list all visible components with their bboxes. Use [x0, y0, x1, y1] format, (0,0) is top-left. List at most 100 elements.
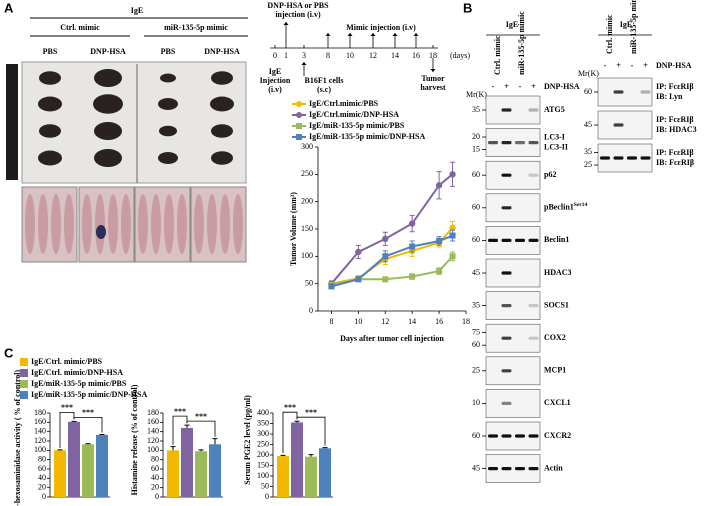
y-tick-label: 60 — [151, 464, 159, 473]
y-tick-label: 180 — [147, 408, 159, 417]
band — [501, 336, 512, 340]
timeline-label: (i.v) — [268, 85, 282, 94]
band — [501, 141, 512, 145]
band — [501, 108, 512, 112]
tumor — [159, 125, 177, 137]
point — [436, 268, 443, 275]
condition-label: PBS — [43, 47, 58, 56]
legend-marker — [296, 101, 302, 107]
y-tick-label: 140 — [34, 426, 46, 435]
day-label: 0 — [273, 51, 277, 60]
mw-marker: 10 — [472, 398, 480, 407]
tumor — [210, 96, 234, 112]
x-tick-label: 16 — [435, 317, 443, 326]
significance-label: *** — [174, 407, 186, 416]
mr-label: Mr(K) — [466, 90, 487, 99]
band — [528, 467, 539, 471]
significance-label: *** — [305, 408, 317, 417]
error-bar — [212, 438, 218, 445]
mw-marker: 35 — [584, 147, 592, 156]
legend-swatch — [20, 369, 28, 377]
bar — [277, 456, 289, 497]
condition-label: DNP-HSA — [204, 47, 240, 56]
blot-frame — [597, 77, 653, 107]
band — [528, 304, 539, 308]
x-tick-label: 18 — [462, 317, 470, 326]
significance-bracket — [73, 417, 103, 433]
sign-label: + — [616, 61, 621, 70]
mouse — [38, 194, 48, 254]
timeline-label: Tumor — [421, 74, 445, 83]
row-label: Actin — [544, 463, 563, 472]
significance-bracket — [59, 412, 75, 448]
mouse — [95, 194, 105, 254]
y-tick-label: 200 — [301, 196, 313, 205]
y-tick-label: 50 — [261, 481, 269, 490]
error-bar — [308, 454, 314, 457]
tumor — [94, 122, 122, 140]
error-bar — [198, 449, 204, 452]
tumor — [158, 98, 178, 110]
blot-frame — [485, 291, 541, 320]
tumor — [93, 94, 123, 114]
point — [382, 235, 389, 243]
blot-frame — [485, 356, 541, 386]
blot-frame — [485, 258, 541, 288]
y-tick-label: 80 — [151, 454, 159, 463]
x-axis-label: Days after tumor cell injection — [340, 334, 444, 343]
band — [613, 156, 624, 160]
row-label: COX2 — [544, 333, 566, 342]
timeline-label: B16F1 cells — [305, 76, 344, 85]
tumor — [94, 69, 122, 87]
y-tick-label: 80 — [38, 454, 46, 463]
y-tick-label: 140 — [147, 426, 159, 435]
lane-label: Ctrl. mimic — [493, 35, 502, 75]
day-label: 12 — [369, 51, 377, 60]
y-tick-label: 60 — [38, 464, 46, 473]
lane-label: miR-135-5p mimic — [629, 0, 638, 54]
mouse — [177, 194, 187, 254]
timeline-label: (s.c) — [317, 85, 331, 94]
y-tick-label: 160 — [34, 417, 46, 426]
legend-label: IgE/miR-135-5p mimic/PBS — [309, 121, 405, 130]
row-label: Beclin1 — [544, 235, 569, 244]
arrow-head — [325, 33, 331, 36]
significance-bracket — [186, 420, 216, 437]
x-tick-label: 12 — [381, 317, 389, 326]
treatment-label: IgE — [131, 6, 143, 15]
significance-label: *** — [61, 403, 73, 412]
significance-bracket — [296, 416, 326, 446]
row-label: ATG5 — [544, 105, 565, 114]
mw-marker: 60 — [472, 431, 480, 440]
timeline-label: injection (i.v) — [275, 10, 321, 19]
mw-marker: 45 — [584, 120, 592, 129]
panel-label: C — [4, 345, 14, 360]
sign-label: + — [643, 61, 648, 70]
bar — [209, 444, 221, 497]
treatment-label: IgE — [620, 20, 632, 29]
blot-frame — [485, 323, 541, 353]
band — [501, 434, 512, 438]
y-axis-label: β-hexosaminidase activity ( % of control… — [13, 370, 22, 506]
blot-frame — [485, 389, 541, 418]
tumor — [158, 152, 178, 164]
bar — [195, 451, 207, 497]
mouse — [138, 194, 148, 254]
point — [409, 273, 416, 280]
row-label: LC3-II — [544, 142, 568, 151]
x-tick-label: 8 — [329, 317, 333, 326]
arrow-head — [347, 33, 353, 36]
y-tick-label: 0 — [155, 492, 159, 501]
row-label: IB: Lyn — [656, 92, 683, 101]
timeline-label: Mimic injection (i.v) — [346, 23, 416, 32]
mw-marker: 60 — [472, 203, 480, 212]
y-tick-label: 120 — [34, 436, 46, 445]
point — [382, 276, 389, 283]
mouse — [233, 194, 243, 254]
arrow-head — [413, 33, 419, 36]
day-label: 18 — [429, 51, 437, 60]
panel-label: A — [4, 0, 14, 15]
y-tick-label: 100 — [257, 471, 269, 480]
tumor — [211, 71, 233, 85]
